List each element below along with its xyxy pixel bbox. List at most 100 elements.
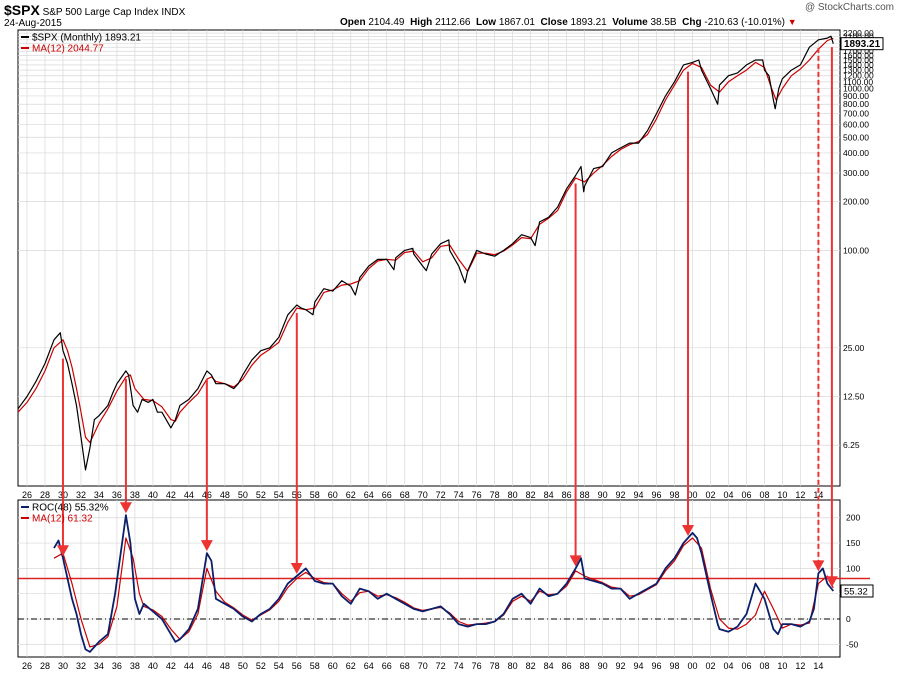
roc-x-tick-label: 46 xyxy=(202,661,212,671)
annotation-arrow-head xyxy=(825,576,838,588)
price-x-tick-label: 48 xyxy=(220,490,230,500)
roc-x-tick-label: 00 xyxy=(687,661,697,671)
roc-x-tick-label: 94 xyxy=(634,661,644,671)
price-x-tick-label: 64 xyxy=(364,490,374,500)
low-value: 1867.01 xyxy=(498,17,535,28)
volume-value: 38.5B xyxy=(650,17,677,28)
price-y-tick-label: 25.00 xyxy=(843,343,865,353)
price-y-tick-label: 400.00 xyxy=(843,148,869,158)
price-y-tick-label: 600.00 xyxy=(843,119,869,129)
roc-x-tick-label: 48 xyxy=(220,661,230,671)
price-y-tick-label: 900.00 xyxy=(843,91,869,101)
price-x-tick-label: 10 xyxy=(777,490,787,500)
annotation-arrow-head xyxy=(56,545,69,557)
price-x-tick-label: 80 xyxy=(508,490,518,500)
annotation-arrow-head xyxy=(290,562,303,574)
roc-x-tick-label: 86 xyxy=(562,661,572,671)
price-x-tick-label: 02 xyxy=(705,490,715,500)
price-x-tick-label: 58 xyxy=(310,490,320,500)
price-panel-frame xyxy=(17,29,841,487)
annotation-arrows xyxy=(56,47,838,588)
price-x-tick-label: 08 xyxy=(759,490,769,500)
price-y-tick-label: 1200.00 xyxy=(843,71,874,81)
roc-x-tick-label: 28 xyxy=(40,661,50,671)
price-y-tick-label: 1100.00 xyxy=(843,77,873,87)
roc-x-tick-label: 34 xyxy=(94,661,104,671)
price-x-tick-label: 12 xyxy=(795,490,805,500)
roc-x-tick-label: 50 xyxy=(238,661,248,671)
roc-x-tick-label: 14 xyxy=(813,661,823,671)
price-x-tick-label: 68 xyxy=(400,490,410,500)
price-last-value-box xyxy=(840,37,884,51)
high-label: High xyxy=(410,17,433,28)
price-x-tick-label: 94 xyxy=(634,490,644,500)
roc-x-tick-label: 02 xyxy=(705,661,715,671)
roc-x-tick-label: 70 xyxy=(418,661,428,671)
roc-y-tick-label: -50 xyxy=(846,639,859,649)
roc-x-tick-label: 62 xyxy=(346,661,356,671)
roc-x-tick-label: 90 xyxy=(598,661,608,671)
roc-last-value-label: 55.32 xyxy=(844,586,868,597)
ohlc-summary: Open 2104.49 High 2112.66 Low 1867.01 Cl… xyxy=(340,17,797,28)
roc-x-tick-label: 72 xyxy=(436,661,446,671)
watermark: @ StockCharts.com xyxy=(804,2,894,13)
price-x-tick-label: 44 xyxy=(184,490,194,500)
price-legend-label: $SPX (Monthly) 1893.21 xyxy=(32,33,141,44)
roc-legend-label: ROC(48) 55.32% xyxy=(32,503,109,514)
price-x-tick-label: 42 xyxy=(166,490,176,500)
price-x-tick-label: 62 xyxy=(346,490,356,500)
annotation-arrow-head xyxy=(812,560,825,572)
roc-y-tick-label: 0 xyxy=(846,614,851,624)
price-x-tick-label: 32 xyxy=(76,490,86,500)
low-label: Low xyxy=(476,17,497,28)
price-x-tick-label: 84 xyxy=(544,490,554,500)
price-x-tick-label: 98 xyxy=(670,490,680,500)
annotation-arrow-head xyxy=(682,524,695,536)
price-x-tick-label: 92 xyxy=(616,490,626,500)
price-y-tick-label: 200.00 xyxy=(843,197,869,207)
price-x-tick-label: 36 xyxy=(112,490,122,500)
price-x-tick-label: 00 xyxy=(687,490,697,500)
price-y-tick-label: 2200.00 xyxy=(843,28,874,38)
roc-x-tick-label: 52 xyxy=(256,661,266,671)
roc-x-tick-label: 56 xyxy=(292,661,302,671)
exchange: INDX xyxy=(161,7,186,18)
price-x-tick-label: 14 xyxy=(813,490,823,500)
roc-x-tick-label: 32 xyxy=(76,661,86,671)
down-triangle-icon: ▼ xyxy=(787,17,797,27)
roc-x-tick-label: 12 xyxy=(795,661,805,671)
close-label: Close xyxy=(540,17,568,28)
roc-x-tick-label: 66 xyxy=(382,661,392,671)
roc-x-tick-label: 64 xyxy=(364,661,374,671)
price-x-tick-label: 78 xyxy=(490,490,500,500)
roc-x-tick-label: 58 xyxy=(310,661,320,671)
price-y-tick-label: 6.25 xyxy=(843,440,860,450)
price-x-tick-label: 60 xyxy=(328,490,338,500)
price-x-tick-label: 28 xyxy=(40,490,50,500)
roc-x-tick-label: 42 xyxy=(166,661,176,671)
price-x-tick-label: 90 xyxy=(598,490,608,500)
price-x-tick-label: 06 xyxy=(741,490,751,500)
price-x-tick-label: 74 xyxy=(454,490,464,500)
price-x-tick-label: 88 xyxy=(580,490,590,500)
price-x-tick-label: 66 xyxy=(382,490,392,500)
price-x-tick-label: 72 xyxy=(436,490,446,500)
price-y-tick-label: 700.00 xyxy=(843,109,869,119)
chart-date: 24-Aug-2015 xyxy=(4,18,62,29)
price-x-tick-label: 96 xyxy=(652,490,662,500)
chg-value: -210.63 (-10.01%) xyxy=(704,17,785,28)
price-x-tick-label: 86 xyxy=(562,490,572,500)
price-y-tick-label: 1400.00 xyxy=(843,60,874,70)
index-name: S&P 500 Large Cap Index xyxy=(42,7,159,18)
price-x-tick-label: 04 xyxy=(723,490,733,500)
price-y-tick-label: 500.00 xyxy=(843,132,869,142)
roc-x-tick-label: 88 xyxy=(580,661,590,671)
price-y-tick-label: 2100.00 xyxy=(843,31,874,41)
roc-y-tick-label: 200 xyxy=(846,513,860,523)
price-x-tick-label: 38 xyxy=(130,490,140,500)
chg-label: Chg xyxy=(682,17,702,28)
price-line xyxy=(17,35,834,471)
price-y-tick-label: 1500.00 xyxy=(843,55,874,65)
roc-x-tick-label: 44 xyxy=(184,661,194,671)
